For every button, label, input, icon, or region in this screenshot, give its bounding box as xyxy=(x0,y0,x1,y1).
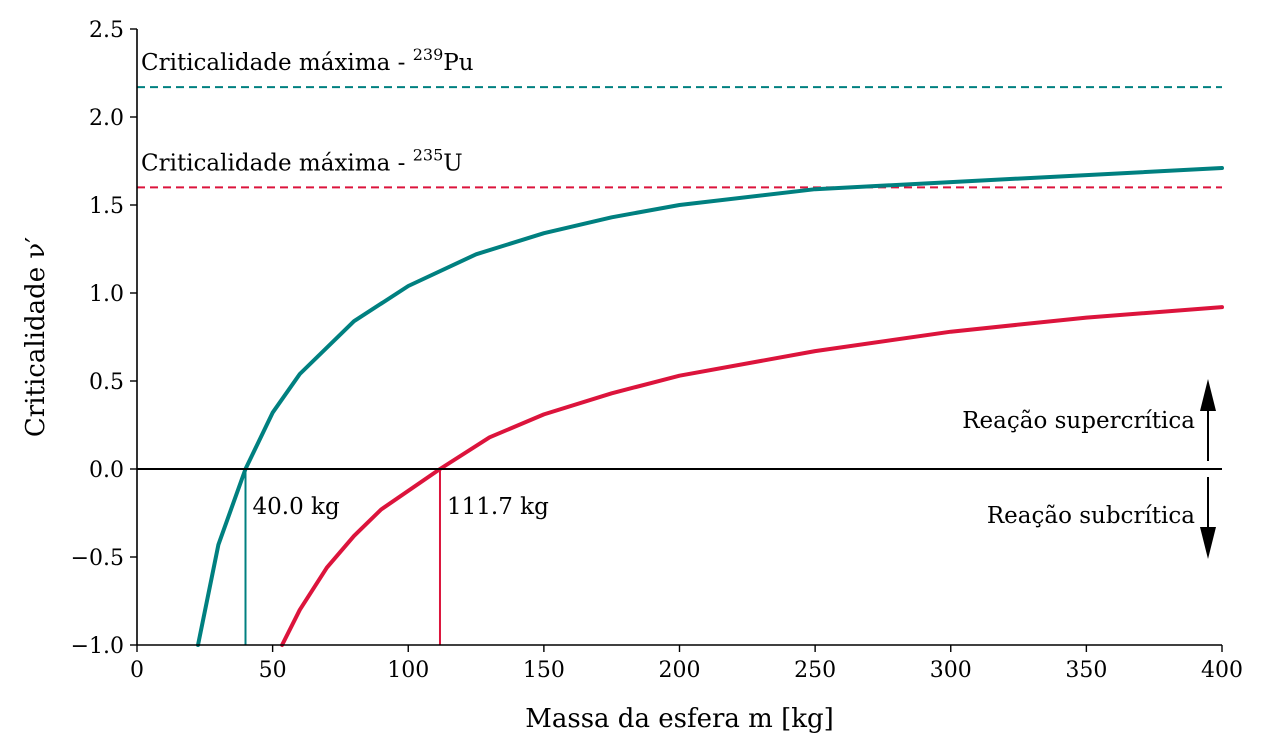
reference-label-prefix: Criticalidade máxima - xyxy=(141,50,413,76)
critical-mass-label: 40.0 kg xyxy=(253,494,340,520)
subcritical-label: Reação subcrítica xyxy=(987,503,1195,529)
region-annotations: Reação supercrítica Reação subcrítica xyxy=(962,379,1216,559)
axes xyxy=(136,29,1222,646)
x-tick-label: 50 xyxy=(259,658,287,683)
reference-label-u: Criticalidade máxima - 235U xyxy=(141,145,463,176)
series-line-1 xyxy=(280,305,1224,647)
reference-label-isotope-symbol: Pu xyxy=(443,50,473,76)
y-tick-label: 0.5 xyxy=(89,370,124,395)
x-axis-title: Massa da esfera m [kg] xyxy=(525,704,834,734)
y-tick-label: 2.5 xyxy=(89,18,124,43)
x-tick-label: 100 xyxy=(387,658,429,683)
supercritical-label: Reação supercrítica xyxy=(962,408,1195,434)
reference-label-prefix: Criticalidade máxima - xyxy=(141,150,413,176)
reference-lines: Criticalidade máxima - 239PuCriticalidad… xyxy=(137,45,1222,189)
x-tick-label: 400 xyxy=(1201,658,1243,683)
critical-mass-label: 111.7 kg xyxy=(447,494,549,520)
x-tick-label: 250 xyxy=(794,658,836,683)
x-tick-label: 350 xyxy=(1065,658,1107,683)
down-arrow-icon xyxy=(1200,527,1216,559)
series-lines xyxy=(196,166,1224,647)
series-line-0 xyxy=(196,166,1224,647)
y-tick-label: −0.5 xyxy=(71,546,124,571)
y-tick-label: 1.5 xyxy=(89,194,124,219)
y-ticks: −1.0 −0.5 0.0 0.5 1.0 1.5 2.0 2.5 xyxy=(71,18,137,659)
reference-label-isotope-mass: 239 xyxy=(413,45,444,64)
y-tick-label: −1.0 xyxy=(71,634,124,659)
reference-label-isotope-mass: 235 xyxy=(413,145,444,164)
y-tick-label: 0.0 xyxy=(89,458,124,483)
x-tick-label: 150 xyxy=(523,658,565,683)
up-arrow-icon xyxy=(1200,379,1216,411)
x-ticks: 0 50 100 150 200 250 300 350 400 xyxy=(130,645,1243,683)
y-axis-title: Criticalidade ν′ xyxy=(21,237,51,437)
x-tick-label: 0 xyxy=(130,658,144,683)
reference-label-isotope-symbol: U xyxy=(443,150,462,176)
x-tick-label: 300 xyxy=(930,658,972,683)
reference-label-pu: Criticalidade máxima - 239Pu xyxy=(141,45,474,76)
y-tick-label: 2.0 xyxy=(89,106,124,131)
y-tick-label: 1.0 xyxy=(89,282,124,307)
critical-mass-markers: 40.0 kg 111.7 kg xyxy=(244,469,549,645)
x-tick-label: 200 xyxy=(659,658,701,683)
